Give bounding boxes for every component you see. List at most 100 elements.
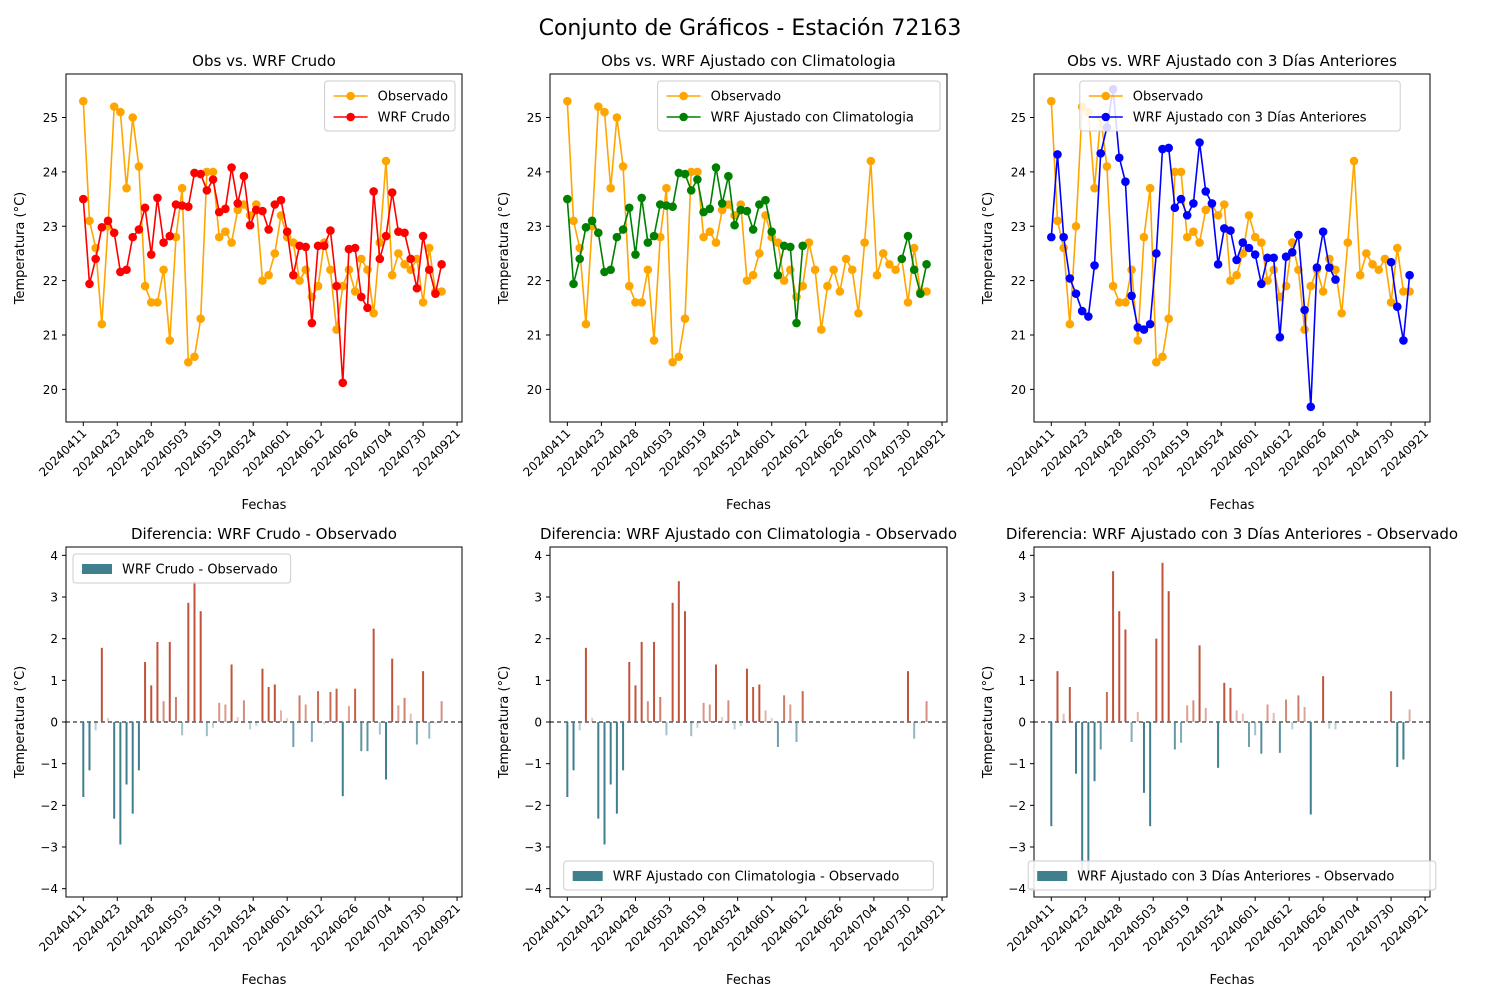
y-tick-label: 25	[1011, 111, 1026, 125]
data-point	[412, 254, 422, 264]
chart-diff_wrf_raw: Diferencia: WRF Crudo - Observado −4 −3 −2 −…	[13, 525, 463, 988]
data-point	[1219, 200, 1229, 209]
data-point	[221, 204, 230, 214]
axes-frame	[1033, 73, 1431, 423]
chart-title: Diferencia: WRF Ajustado con 3 Días Ante…	[1006, 525, 1458, 543]
data-point	[1343, 238, 1353, 247]
data-point	[344, 265, 354, 275]
legend: Observado WRF Crudo	[324, 80, 456, 132]
chart-title: Obs vs. WRF Ajustado con Climatologia	[601, 52, 896, 70]
diff-bar	[1322, 676, 1325, 722]
diff-bar	[360, 722, 363, 752]
axes-frame	[65, 546, 463, 898]
data-point	[649, 231, 659, 241]
data-point	[1238, 238, 1248, 247]
data-point	[270, 200, 280, 209]
data-point	[1355, 270, 1365, 280]
data-point	[78, 194, 88, 204]
legend-marker	[1101, 91, 1111, 101]
data-point	[1318, 227, 1328, 236]
diff-bar	[1334, 722, 1337, 730]
chart-diff_wrf_clim: Diferencia: WRF Ajustado con Climatologi…	[497, 525, 957, 988]
data-point	[1238, 249, 1248, 258]
diff-bar	[900, 722, 903, 723]
data-point	[742, 276, 752, 285]
data-point	[786, 242, 795, 252]
diff-bar	[403, 697, 406, 722]
data-point	[1121, 177, 1130, 186]
diff-bar	[131, 722, 134, 814]
data-point	[1250, 232, 1260, 242]
data-point	[1368, 260, 1377, 269]
data-point	[109, 228, 119, 238]
data-point	[649, 336, 659, 345]
legend-swatch	[572, 871, 603, 881]
y-tick-label: 1	[50, 674, 58, 688]
data-point	[717, 199, 727, 208]
data-point	[109, 102, 119, 111]
diff-bar	[193, 581, 196, 722]
data-point	[1102, 162, 1112, 171]
data-point	[767, 227, 777, 236]
y-tick-label: 24	[527, 165, 542, 179]
legend-label: WRF Ajustado con Climatologia	[711, 111, 914, 126]
x-axis-label: Fechas	[1210, 973, 1255, 988]
data-point	[1232, 270, 1241, 280]
data-point	[146, 298, 156, 307]
legend-label: Observado	[711, 90, 782, 105]
data-point	[1318, 287, 1328, 296]
diff-bar	[690, 722, 693, 737]
y-tick-label: 4	[534, 549, 542, 563]
data-point	[357, 292, 366, 302]
legend: Observado WRF Ajustado con Climatologia	[657, 80, 941, 132]
y-tick-label: 0	[50, 716, 58, 730]
data-point	[1046, 96, 1056, 106]
data-point	[233, 205, 243, 215]
data-point	[418, 298, 428, 307]
y-tick-label: 23	[527, 220, 542, 234]
data-point	[1158, 352, 1167, 362]
chart-title: Obs vs. WRF Ajustado con 3 Días Anterior…	[1067, 52, 1397, 70]
data-point	[1275, 292, 1285, 302]
data-point	[903, 298, 913, 307]
data-point	[307, 318, 317, 328]
data-point	[1226, 226, 1235, 235]
data-point	[159, 238, 168, 247]
data-point	[1059, 243, 1068, 253]
data-point	[208, 167, 218, 177]
data-point	[1349, 156, 1359, 166]
data-point	[643, 265, 653, 275]
data-point	[140, 203, 150, 213]
data-point	[196, 314, 205, 323]
diff-bar	[385, 722, 388, 780]
data-point	[295, 276, 304, 285]
y-tick-label: 21	[43, 329, 58, 343]
diff-bar	[702, 702, 705, 722]
diff-bar	[1198, 645, 1201, 722]
data-point	[1263, 253, 1272, 263]
diff-bar	[1396, 722, 1399, 767]
diff-bar	[1167, 591, 1170, 722]
legend-label: WRF Ajustado con 3 Días Anteriores - Obs…	[1077, 870, 1394, 885]
diff-bar	[721, 717, 724, 722]
data-point	[1170, 167, 1180, 177]
diff-bar	[1075, 722, 1078, 774]
data-point	[761, 195, 770, 205]
data-point	[394, 249, 403, 258]
data-point	[829, 265, 838, 275]
chart-obs_vs_wrf_raw: Obs vs. WRF Crudo20212223242520240411202…	[13, 52, 463, 513]
data-point	[1182, 211, 1192, 220]
data-point	[301, 242, 311, 252]
data-point	[1090, 183, 1099, 193]
legend-label: WRF Ajustado con Climatologia - Observad…	[613, 870, 900, 885]
plot-area	[66, 581, 462, 845]
legend: WRF Crudo - Observado	[72, 553, 292, 584]
diff-bar	[609, 722, 612, 785]
diff-bar	[366, 722, 369, 752]
diff-bar	[913, 722, 916, 739]
data-point	[1392, 243, 1402, 253]
data-point	[854, 308, 863, 318]
data-point	[742, 206, 752, 216]
data-point	[1207, 199, 1217, 208]
diff-bar	[1309, 722, 1312, 815]
